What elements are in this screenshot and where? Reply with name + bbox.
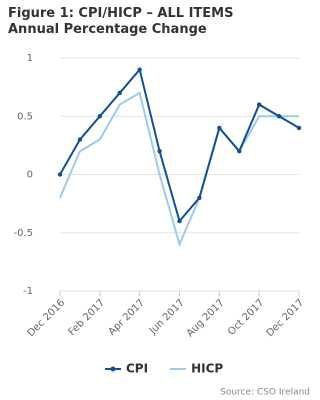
x-tick-label: Apr 2017 xyxy=(107,297,147,337)
series-line xyxy=(59,67,300,224)
x-tick-label: Dec 2017 xyxy=(265,297,307,339)
legend-label: HICP xyxy=(191,362,223,376)
point xyxy=(157,149,162,154)
point xyxy=(117,90,122,96)
chart-title: Figure 1: CPI/HICP – ALL ITEMS Annual Pe… xyxy=(8,6,234,37)
point xyxy=(276,114,282,119)
point xyxy=(57,172,63,177)
point xyxy=(197,195,202,200)
point xyxy=(77,137,83,142)
point xyxy=(217,125,222,131)
y-tick-label: -0.5 xyxy=(13,228,33,239)
point xyxy=(137,67,142,72)
point xyxy=(256,102,262,107)
point xyxy=(97,114,103,119)
x-tick-label: Oct 2017 xyxy=(226,297,266,337)
point xyxy=(237,149,242,154)
legend-label: CPI xyxy=(126,362,148,376)
x-tick-label: Aug 2017 xyxy=(185,297,227,339)
y-tick-label: 0 xyxy=(27,170,33,181)
y-tick-label: -1 xyxy=(23,286,33,297)
x-tick-label: Feb 2017 xyxy=(67,297,108,338)
source: Source: CSO Ireland xyxy=(220,388,310,398)
x-tick-label: Jun 2017 xyxy=(147,297,187,337)
point xyxy=(177,218,182,224)
y-tick-label: 0.5 xyxy=(17,111,33,122)
series-line xyxy=(59,91,299,248)
point xyxy=(296,125,302,131)
y-tick-label: 1 xyxy=(27,53,33,64)
legend-marker xyxy=(110,366,116,372)
x-tick-label: Dec 2016 xyxy=(26,297,68,339)
